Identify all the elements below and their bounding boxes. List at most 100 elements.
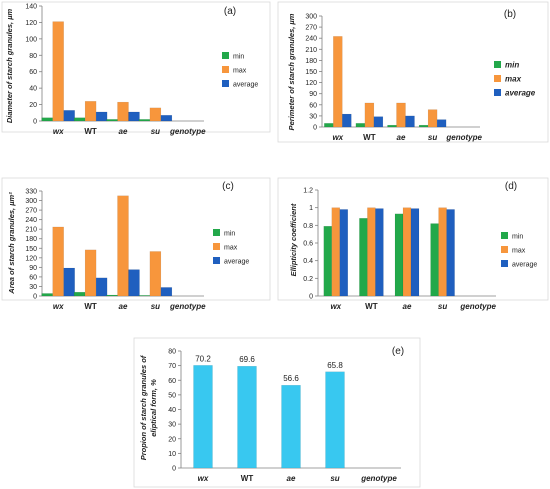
legend-label: max: [233, 68, 247, 75]
y-tick-label: 50: [168, 392, 176, 399]
y-tick-label: 300: [305, 14, 317, 21]
x-tick-label: wx: [53, 127, 64, 136]
panel-label: (b): [504, 9, 516, 20]
bar-min-ae: [106, 119, 118, 122]
panel-frame: [1, 177, 271, 301]
bar-max-wx: [333, 36, 343, 128]
bar-average-WT: [95, 111, 108, 122]
y-tick-label: 90: [29, 265, 37, 272]
y-axis-label: Ellipticity coefficient: [289, 203, 298, 276]
y-tick-label: 1: [309, 205, 313, 212]
bar-min-su: [138, 119, 151, 122]
x-tick-label: genotype: [169, 302, 206, 311]
x-tick-label: genotype: [169, 127, 206, 136]
x-tick-label: ae: [119, 127, 128, 136]
y-tick-label: 0: [172, 466, 176, 473]
bar-min-wx: [41, 117, 53, 122]
bar-max-WT: [367, 207, 376, 297]
panel-label: (c): [222, 181, 234, 192]
y-tick-label: 1.2: [303, 188, 313, 195]
y-tick-label: 100: [25, 36, 37, 43]
chart-panel-a: 0 20 40 60 80 100 120 140 wx WT ae su genotype Diamet…: [1, 1, 271, 136]
bar-max-wx: [331, 207, 340, 297]
panel-frame: [277, 1, 549, 143]
y-tick-label: 60: [168, 378, 176, 385]
data-label: 69.6: [239, 355, 255, 364]
x-tick-label: WT: [84, 127, 97, 136]
bar-max-su: [427, 109, 438, 128]
bar-average-ae: [405, 115, 415, 128]
legend-label: average: [512, 262, 537, 269]
legend-swatch-average: [501, 260, 508, 267]
y-tick-label: 80: [29, 53, 37, 60]
y-tick-label: 90: [309, 91, 317, 98]
legend-swatch-average: [222, 80, 229, 87]
panel-frame: [277, 177, 549, 301]
bar-min-WT: [355, 123, 366, 128]
x-tick-label: wx: [330, 302, 341, 311]
bar-max-ae: [117, 101, 129, 122]
legend-label: average: [233, 82, 258, 89]
y-tick-label: 0: [33, 119, 37, 126]
panel-frame: [133, 337, 421, 488]
y-tick-label: 210: [305, 47, 317, 54]
bar-max-su: [438, 207, 447, 297]
y-axis-label: eliptical form, %: [149, 379, 158, 437]
y-tick-label: 150: [25, 246, 37, 253]
data-label: 65.8: [327, 361, 343, 370]
y-tick-label: 120: [25, 20, 37, 27]
x-tick-label: wx: [53, 302, 64, 311]
bar-average-WT: [373, 116, 384, 128]
legend-swatch-min: [501, 232, 508, 239]
bar-average-wx: [63, 267, 75, 297]
y-axis-label: Diameter of starch granules, µm: [5, 8, 14, 123]
legend-swatch-max: [213, 243, 220, 250]
x-tick-label: genotype: [360, 474, 397, 483]
bar-max-su: [149, 107, 162, 122]
panel-label: (a): [224, 6, 236, 17]
legend-swatch-min: [494, 61, 501, 68]
y-axis-label: Area of starch granules, µm²: [7, 192, 16, 295]
legend-label: max: [512, 248, 526, 255]
legend-label: max: [505, 75, 522, 84]
y-tick-label: 30: [29, 284, 37, 291]
y-tick-label: 60: [29, 69, 37, 76]
y-tick-label: 0.2: [303, 276, 313, 283]
bar-max-wx: [52, 21, 64, 122]
y-tick-label: 120: [25, 255, 37, 262]
bar-min-wx: [323, 226, 332, 297]
y-tick-label: 240: [25, 217, 37, 224]
bar-min-WT: [73, 291, 86, 297]
x-tick-label: WT: [241, 474, 254, 483]
y-tick-label: 40: [29, 86, 37, 93]
bar-average-su: [160, 115, 173, 122]
bar-min-ae: [387, 124, 397, 128]
legend-swatch-min: [222, 52, 229, 59]
x-tick-label: wx: [332, 133, 343, 142]
x-tick-label: su: [438, 302, 447, 311]
y-tick-label: 0: [309, 294, 313, 301]
bar-max-WT: [364, 102, 375, 128]
y-tick-label: 10: [168, 451, 176, 458]
panel-frame: [1, 1, 271, 133]
x-tick-label: WT: [365, 302, 378, 311]
x-tick-label: su: [151, 302, 160, 311]
bar-average-ae: [128, 269, 140, 297]
bar-max-ae: [117, 195, 129, 297]
y-axis-label: Propion of starch granules of: [139, 354, 148, 460]
x-tick-label: WT: [363, 133, 376, 142]
legend-label: min: [505, 61, 519, 70]
bar-average-ae: [128, 111, 140, 122]
y-tick-label: 270: [305, 25, 317, 32]
bar-min-wx: [324, 123, 334, 128]
bar-max-ae: [402, 207, 412, 297]
y-tick-label: 120: [305, 80, 317, 87]
bar-min-wx: [41, 293, 53, 297]
y-tick-label: 210: [25, 227, 37, 234]
bar-average-wx: [339, 209, 348, 297]
bar-average-wx: [342, 113, 352, 128]
legend-swatch-min: [213, 229, 220, 236]
legend-swatch-max: [501, 246, 508, 253]
bar-min-WT: [73, 117, 86, 122]
